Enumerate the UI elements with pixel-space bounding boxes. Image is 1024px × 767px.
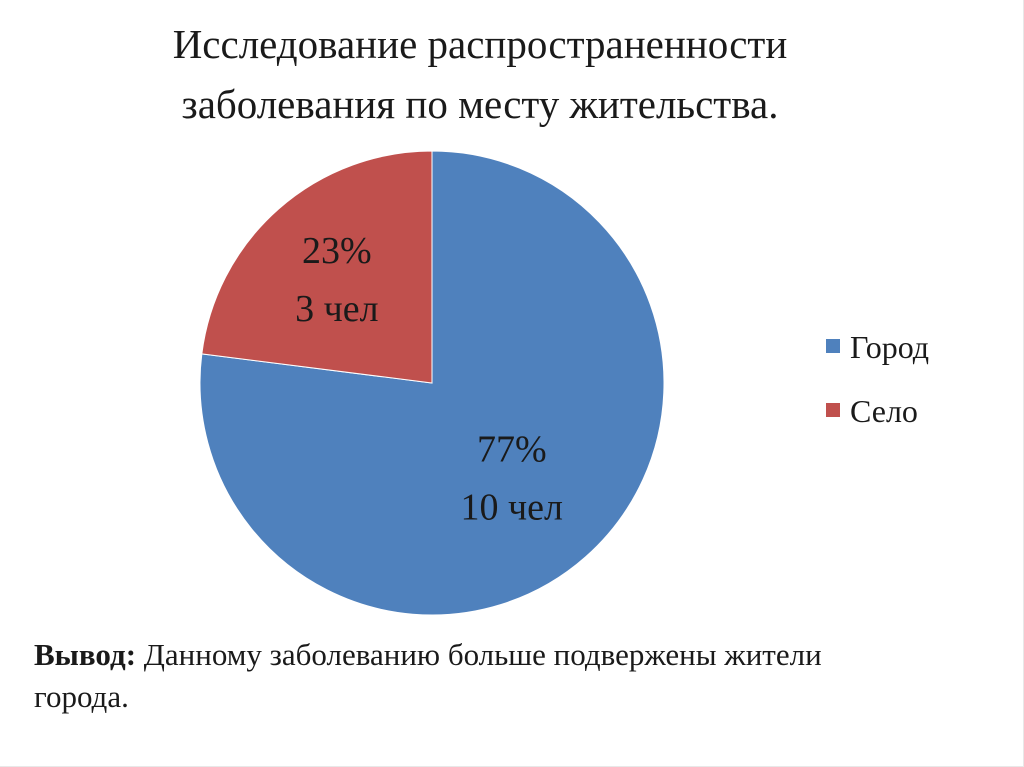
slide-title-line-2: заболевания по месту жительства. <box>181 81 779 127</box>
legend-swatch-0 <box>826 339 840 353</box>
conclusion-body: Данному заболеванию больше подвержены жи… <box>136 637 822 672</box>
legend-swatch-1 <box>826 403 840 417</box>
pie-slices <box>199 150 665 616</box>
data-label-count-0: 10 чел <box>461 486 563 528</box>
data-label-count-1: 3 чел <box>295 288 378 330</box>
conclusion-label: Вывод: <box>34 637 137 672</box>
chart-legend: Город Село <box>826 329 929 429</box>
legend-label-1: Село <box>850 393 918 429</box>
conclusion-text: Вывод: Данному заболеванию больше подвер… <box>34 634 934 718</box>
legend-label-0: Город <box>850 329 929 365</box>
pie-data-labels: 77% 10 чел 23% 3 чел <box>295 230 563 528</box>
slide-title-line-1: Исследование распространенности <box>172 21 788 67</box>
slide-title: Исследование распространенности заболева… <box>100 14 860 134</box>
pie-slice-selo <box>201 150 433 384</box>
data-label-percent-1: 23% <box>302 230 372 272</box>
data-label-percent-0: 77% <box>477 428 547 470</box>
conclusion-body-line-2: города. <box>34 679 129 714</box>
